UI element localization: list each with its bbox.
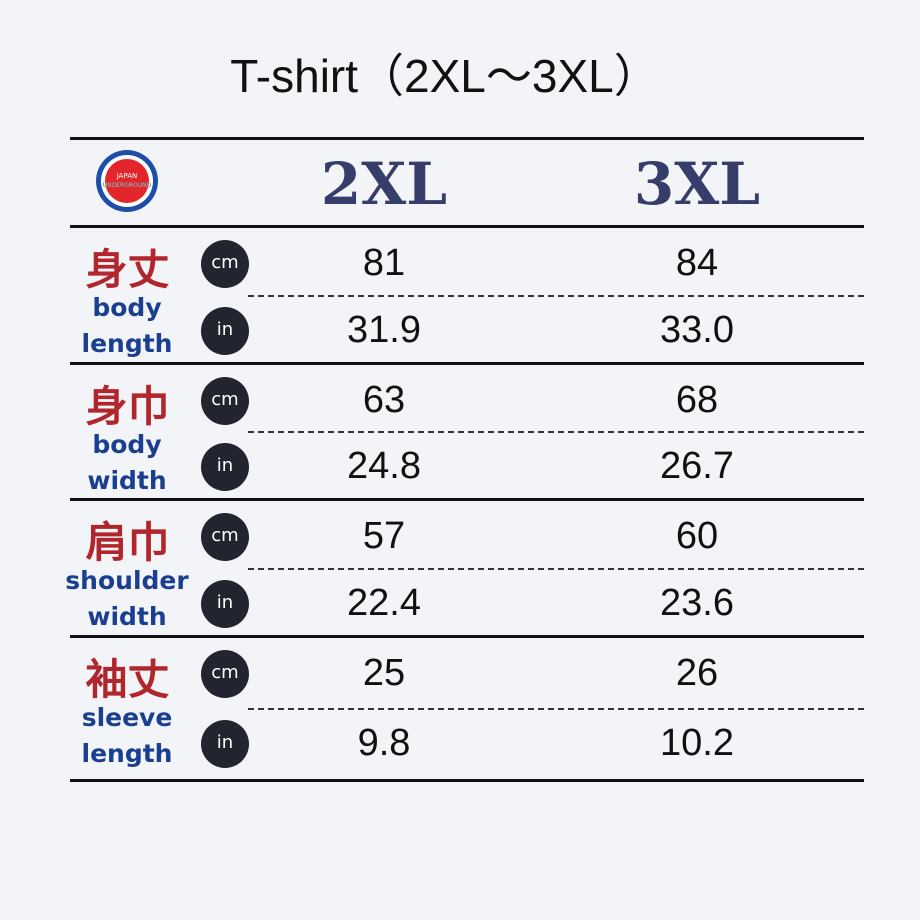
- unit-in-badge: in: [201, 307, 249, 355]
- divider: [70, 498, 864, 501]
- size-header-3xl: 3XL: [633, 150, 761, 218]
- value-3xl-in: 23.6: [660, 582, 734, 624]
- unit-cm-badge: cm: [201, 513, 249, 561]
- value-3xl-cm: 84: [675, 242, 719, 284]
- label-en-line1: sleeve: [81, 703, 173, 732]
- unit-in-badge: in: [201, 443, 249, 491]
- value-3xl-cm: 60: [675, 515, 719, 557]
- unit-in-badge: in: [201, 720, 249, 768]
- japan-underground-logo: JAPAN UNDERGROUND: [96, 150, 158, 212]
- divider: [70, 362, 864, 365]
- unit-in-badge: in: [201, 580, 249, 628]
- dashed-divider: [248, 708, 864, 710]
- value-2xl-in: 31.9: [347, 309, 421, 351]
- label-jp: 袖丈: [85, 655, 170, 704]
- unit-cm-badge: cm: [201, 650, 249, 698]
- unit-cm-badge: cm: [201, 377, 249, 425]
- dashed-divider: [248, 568, 864, 570]
- value-2xl-in: 9.8: [357, 722, 411, 764]
- value-3xl-in: 33.0: [660, 309, 734, 351]
- page-title: T-shirt（2XL〜3XL）: [230, 50, 660, 102]
- value-2xl-cm: 57: [362, 515, 406, 557]
- label-en-line2: width: [87, 466, 167, 495]
- label-en-line1: shoulder: [65, 566, 189, 595]
- value-2xl-cm: 63: [362, 379, 406, 421]
- value-2xl-in: 22.4: [347, 582, 421, 624]
- divider: [70, 225, 864, 228]
- divider: [70, 779, 864, 782]
- svg-text:JAPAN: JAPAN: [116, 172, 138, 180]
- dashed-divider: [248, 295, 864, 297]
- label-en-line2: length: [81, 329, 173, 358]
- label-jp: 肩巾: [85, 518, 170, 567]
- value-2xl-cm: 81: [362, 242, 406, 284]
- value-3xl-cm: 68: [675, 379, 719, 421]
- svg-text:UNDERGROUND: UNDERGROUND: [103, 182, 152, 189]
- size-header-2xl: 2XL: [320, 150, 448, 218]
- unit-cm-badge: cm: [201, 240, 249, 288]
- dashed-divider: [248, 431, 864, 433]
- divider: [70, 635, 864, 638]
- value-3xl-in: 10.2: [660, 722, 734, 764]
- value-3xl-in: 26.7: [660, 445, 734, 487]
- label-jp: 身丈: [85, 245, 170, 294]
- divider: [70, 137, 864, 140]
- value-2xl-cm: 25: [362, 652, 406, 694]
- label-en-line2: width: [87, 602, 167, 631]
- value-2xl-in: 24.8: [347, 445, 421, 487]
- label-jp: 身巾: [85, 382, 170, 431]
- label-en-line2: length: [81, 739, 173, 768]
- value-3xl-cm: 26: [675, 652, 719, 694]
- label-en-line1: body: [92, 430, 162, 459]
- label-en-line1: body: [92, 293, 162, 322]
